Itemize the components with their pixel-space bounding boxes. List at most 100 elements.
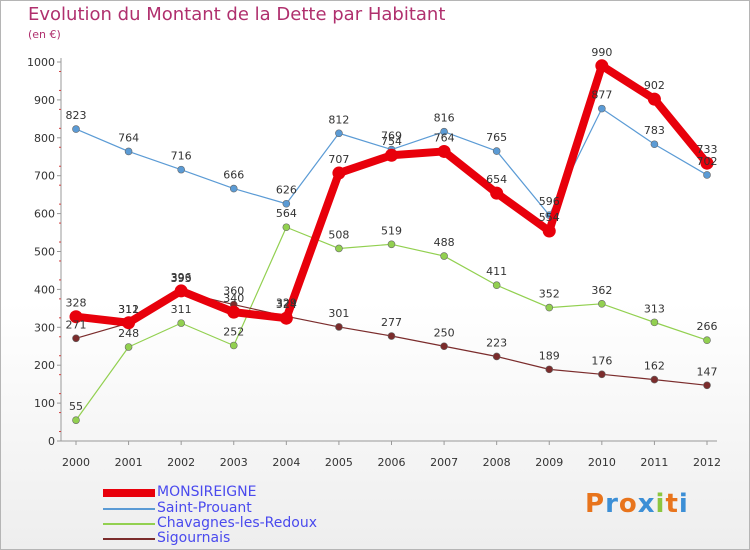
x-tick-label: 2009 xyxy=(535,456,563,469)
data-label: 147 xyxy=(697,365,718,378)
logo-letter: i xyxy=(678,489,689,519)
x-tick-label: 2002 xyxy=(167,456,195,469)
data-point xyxy=(387,332,396,340)
logo-letter: t xyxy=(665,489,679,519)
y-tick-label: 400 xyxy=(34,283,55,296)
y-tick-label: 1000 xyxy=(27,56,55,69)
data-label: 554 xyxy=(539,211,560,224)
data-label: 393 xyxy=(171,272,192,285)
legend-swatch-chavagnes xyxy=(103,523,155,525)
y-tick-label: 500 xyxy=(34,246,55,259)
data-label: 733 xyxy=(697,143,718,156)
y-tick-label: 0 xyxy=(48,435,55,448)
data-label: 252 xyxy=(223,325,244,338)
data-label: 312 xyxy=(118,303,139,316)
data-point xyxy=(177,165,185,174)
data-label: 162 xyxy=(644,360,665,373)
x-tick-label: 2004 xyxy=(272,456,300,469)
x-tick-label: 2008 xyxy=(483,456,511,469)
data-label: 248 xyxy=(118,327,139,340)
x-tick-label: 2010 xyxy=(588,456,616,469)
x-tick-label: 2000 xyxy=(62,456,90,469)
logo-letter: r xyxy=(605,489,619,519)
legend-label-saint-prouant: Saint-Prouant xyxy=(157,500,252,516)
data-point xyxy=(492,281,501,290)
data-label: 189 xyxy=(539,349,560,362)
data-label: 812 xyxy=(328,113,349,126)
data-label: 519 xyxy=(381,224,402,237)
data-point xyxy=(703,381,711,390)
y-tick-label: 200 xyxy=(34,359,55,372)
data-label: 783 xyxy=(644,124,665,137)
data-label: 877 xyxy=(591,89,612,102)
data-label: 654 xyxy=(486,173,507,186)
data-label: 311 xyxy=(171,303,192,316)
data-label: 990 xyxy=(591,46,612,59)
x-tick-label: 2011 xyxy=(640,456,668,469)
data-label: 626 xyxy=(276,184,297,197)
data-point xyxy=(174,284,188,298)
y-tick-label: 700 xyxy=(34,170,55,183)
chart-subtitle: (en €) xyxy=(28,28,61,41)
data-point xyxy=(490,186,504,200)
data-point xyxy=(177,319,185,327)
x-tick-label: 2012 xyxy=(693,456,721,469)
data-point xyxy=(227,305,241,319)
y-tick-label: 300 xyxy=(34,321,55,334)
data-label: 360 xyxy=(223,285,244,298)
data-label: 301 xyxy=(328,307,349,320)
data-point xyxy=(650,318,659,327)
data-point xyxy=(703,171,711,179)
data-point xyxy=(335,244,343,253)
chart-title: Evolution du Montant de la Dette par Hab… xyxy=(28,4,446,25)
logo-letter: i xyxy=(655,489,666,519)
proxiti-logo: Proxiti xyxy=(585,489,689,519)
data-label: 266 xyxy=(697,320,718,333)
data-point xyxy=(437,144,451,158)
y-tick-label: 100 xyxy=(34,397,55,410)
data-point xyxy=(703,336,711,344)
data-point xyxy=(650,140,659,149)
data-point xyxy=(647,92,661,106)
data-label: 764 xyxy=(434,131,455,144)
legend-label-chavagnes: Chavagnes-les-Redoux xyxy=(157,515,317,531)
data-label: 176 xyxy=(591,354,612,367)
data-point xyxy=(492,352,501,361)
data-label: 764 xyxy=(118,131,139,144)
data-label: 362 xyxy=(591,284,612,297)
y-tick-label: 800 xyxy=(34,132,55,145)
data-label: 769 xyxy=(381,130,402,143)
data-label: 902 xyxy=(644,79,665,92)
data-point xyxy=(598,370,606,379)
data-label: 488 xyxy=(434,236,455,249)
data-label: 223 xyxy=(486,336,507,349)
data-point xyxy=(72,416,80,424)
data-label: 816 xyxy=(434,112,455,125)
data-label: 564 xyxy=(276,207,297,220)
data-label: 352 xyxy=(539,288,560,301)
data-label: 271 xyxy=(66,318,87,331)
y-tick-label: 600 xyxy=(34,208,55,221)
data-point xyxy=(282,199,291,208)
data-point xyxy=(700,156,714,170)
data-point xyxy=(69,310,83,324)
logo-letter: P xyxy=(585,489,606,519)
data-label: 596 xyxy=(539,195,560,208)
y-tick-label: 900 xyxy=(34,94,55,107)
data-point xyxy=(542,224,556,238)
data-point xyxy=(387,240,396,249)
data-label: 396 xyxy=(171,271,192,284)
data-point xyxy=(598,300,606,308)
data-point xyxy=(598,104,606,113)
logo-letter: o xyxy=(618,489,638,519)
legend-label-monsireigne: MONSIREIGNE xyxy=(157,484,257,500)
data-label: 754 xyxy=(381,135,402,148)
data-point xyxy=(492,147,501,155)
data-point xyxy=(545,365,554,374)
data-label: 411 xyxy=(486,265,507,278)
data-point xyxy=(122,316,136,330)
data-label: 340 xyxy=(223,292,244,305)
data-point xyxy=(335,323,343,331)
